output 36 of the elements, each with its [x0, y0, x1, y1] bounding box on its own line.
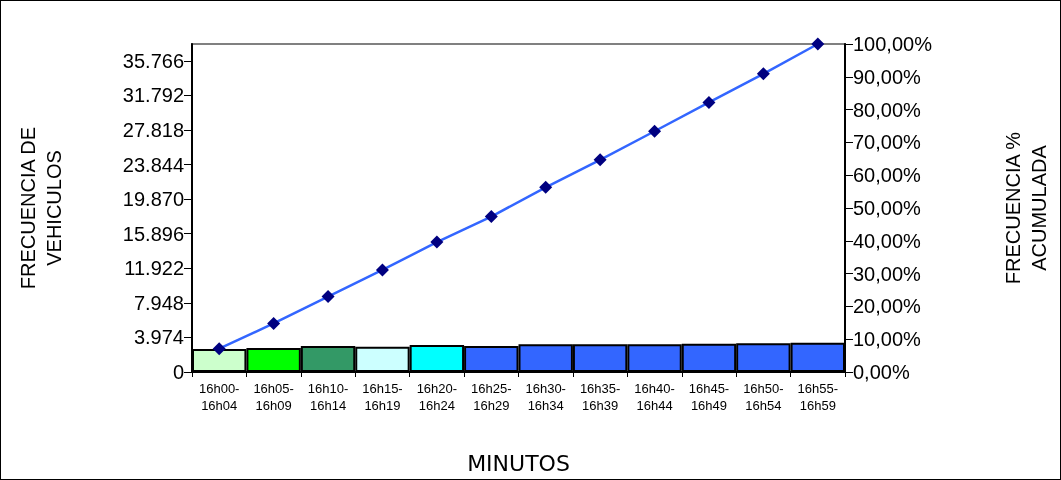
y-tick-label: 31.792 [122, 84, 184, 107]
x-tick-label: 16h50-16h54 [743, 381, 784, 413]
y-tick-label: 0 [172, 361, 184, 383]
x-tick-label: 16h10-16h14 [307, 381, 349, 413]
y2-tick-label: 30,00% [853, 262, 922, 285]
y-tick-label: 23.844 [122, 153, 184, 176]
x-axis-title: MINUTOS [467, 450, 570, 476]
y2-tick-label: 50,00% [853, 197, 922, 219]
y2-tick-label: 10,00% [853, 328, 922, 351]
y2-tick-label: 0,00% [853, 361, 910, 383]
y2-tick-label: 70,00% [853, 131, 922, 154]
x-tick-label: 16h25-16h29 [471, 381, 512, 413]
y-tick-label: 35.766 [122, 49, 184, 72]
y2-tick-label: 100,00% [853, 33, 933, 55]
x-tick-label: 16h20-16h24 [416, 381, 458, 413]
y2-tick-label: 90,00% [853, 65, 922, 88]
y-tick-label: 11.922 [124, 257, 184, 280]
y2-tick-label: 60,00% [853, 164, 922, 187]
x-tick-label: 16h00-16h04 [198, 381, 240, 413]
y-tick-label: 19.870 [122, 188, 184, 211]
y-tick-label: 3.974 [133, 326, 184, 349]
y-axis-title: FRECUENCIA DE VEHICULOS [17, 126, 65, 290]
x-tick-label: 16h05-16h09 [253, 381, 294, 413]
x-tick-label: 16h30-16h34 [525, 381, 566, 413]
y-tick-label: 27.818 [122, 118, 184, 141]
x-tick-label: 16h40-16h44 [634, 381, 675, 413]
y2-axis-title: FRECUENCIA % ACUMULADA [1002, 131, 1050, 285]
x-tick-label: 16h45-16h49 [688, 381, 730, 413]
x-tick-label: 16h55-16h59 [797, 381, 839, 413]
x-tick-label: 16h35-16h39 [579, 381, 621, 413]
y2-tick-label: 20,00% [853, 295, 922, 318]
x-tick-label: 16h15-16h19 [362, 381, 403, 413]
y-tick-label: 7.948 [133, 291, 184, 314]
y-tick-label: 15.896 [122, 222, 184, 245]
y2-tick-label: 80,00% [853, 98, 922, 121]
y2-tick-label: 40,00% [853, 229, 922, 252]
